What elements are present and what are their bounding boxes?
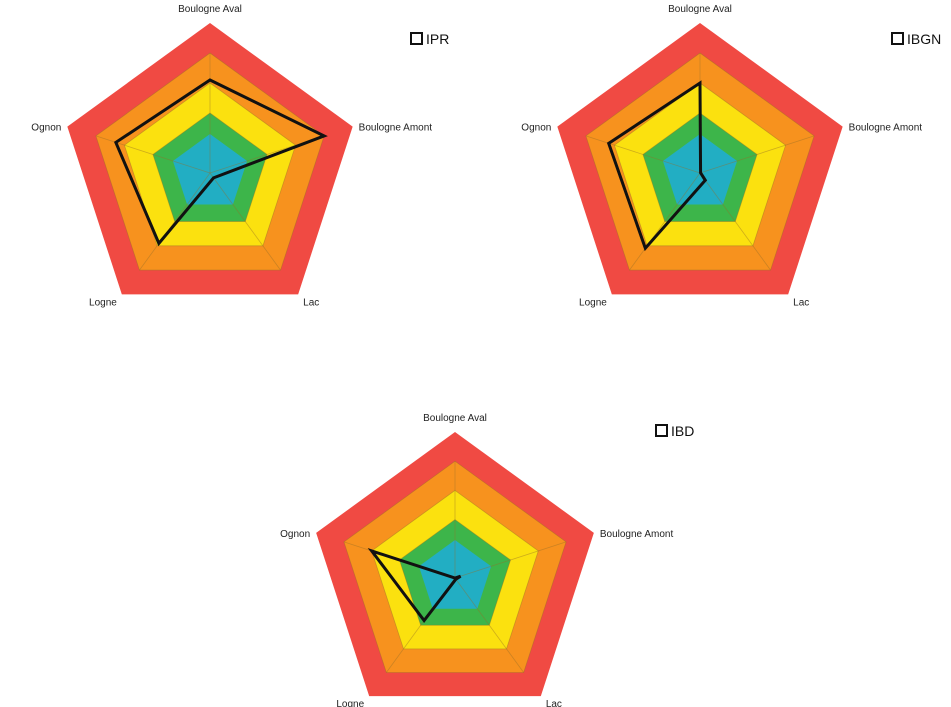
grid-ring-0: [585, 52, 815, 271]
grid-ring-2: [152, 112, 268, 222]
axis-label-boulogne-amont: Boulogne Amont: [359, 123, 433, 134]
axis-label-lac: Lac: [546, 699, 562, 707]
axis-label-ognon: Ognon: [280, 529, 310, 540]
axis-label-ognon: Ognon: [521, 123, 551, 134]
axis-label-lac: Lac: [793, 297, 809, 308]
legend-swatch-ibd: [655, 424, 668, 437]
axis-label-ognon: Ognon: [31, 123, 61, 134]
radar-chart-ibd: Boulogne Aval Boulogne Amont Lac Logne Ognon…: [262, 402, 720, 707]
band-4: [172, 134, 248, 205]
series-line-ibd: [367, 548, 462, 623]
radar-chart-ibgn-svg: Boulogne Aval Boulogne Amont Lac Logne Ognon…: [521, 4, 941, 308]
band-4: [418, 540, 492, 609]
axis-label-boulogne-aval: Boulogne Aval: [178, 4, 242, 15]
legend-swatch-ipr: [410, 32, 423, 45]
grid-ring-1: [371, 489, 539, 650]
legend-label-ibd: IBD: [671, 423, 694, 439]
axis-spoke-lac: [454, 577, 524, 673]
grid-ring-2: [398, 519, 512, 626]
series-line-ipr: [113, 78, 328, 247]
grid-ring-1: [613, 82, 787, 247]
axis-label-boulogne-amont: Boulogne Amont: [849, 123, 923, 134]
axis-spoke-lac: [209, 172, 281, 271]
grid-ring-0: [343, 460, 567, 673]
axis-spoke-lac: [699, 172, 771, 271]
radar-chart-ipr-svg: Boulogne Aval Boulogne Amont Lac Logne Ognon…: [31, 4, 449, 308]
axis-spoke-boulogne-amont: [699, 135, 815, 174]
radar-chart-ibgn: Boulogne Aval Boulogne Amont Lac Logne Ognon…: [510, 2, 951, 318]
axis-spoke-logne: [139, 172, 211, 271]
axis-spoke-boulogne-amont: [454, 541, 567, 579]
series-line-ibgn: [606, 80, 708, 252]
axis-spoke-ognon: [585, 135, 701, 174]
grid-ring-0: [95, 52, 325, 271]
legend-label-ibgn: IBGN: [907, 31, 941, 47]
radar-chart-ibd-svg: Boulogne Aval Boulogne Amont Lac Logne Ognon…: [280, 413, 694, 707]
axis-label-boulogne-aval: Boulogne Aval: [668, 4, 732, 15]
legend-swatch-ibgn: [891, 32, 904, 45]
axis-label-logne: Logne: [336, 699, 364, 707]
axis-label-lac: Lac: [303, 297, 319, 308]
axis-label-boulogne-aval: Boulogne Aval: [423, 413, 487, 424]
axis-spoke-logne: [629, 172, 701, 271]
legend-label-ipr: IPR: [426, 31, 449, 47]
grid-ring-2: [642, 112, 758, 222]
axis-label-logne: Logne: [579, 297, 607, 308]
axis-label-boulogne-amont: Boulogne Amont: [600, 529, 674, 540]
radar-chart-ipr: Boulogne Aval Boulogne Amont Lac Logne Ognon…: [14, 2, 476, 318]
grid-ring-1: [123, 82, 297, 247]
axis-label-logne: Logne: [89, 297, 117, 308]
